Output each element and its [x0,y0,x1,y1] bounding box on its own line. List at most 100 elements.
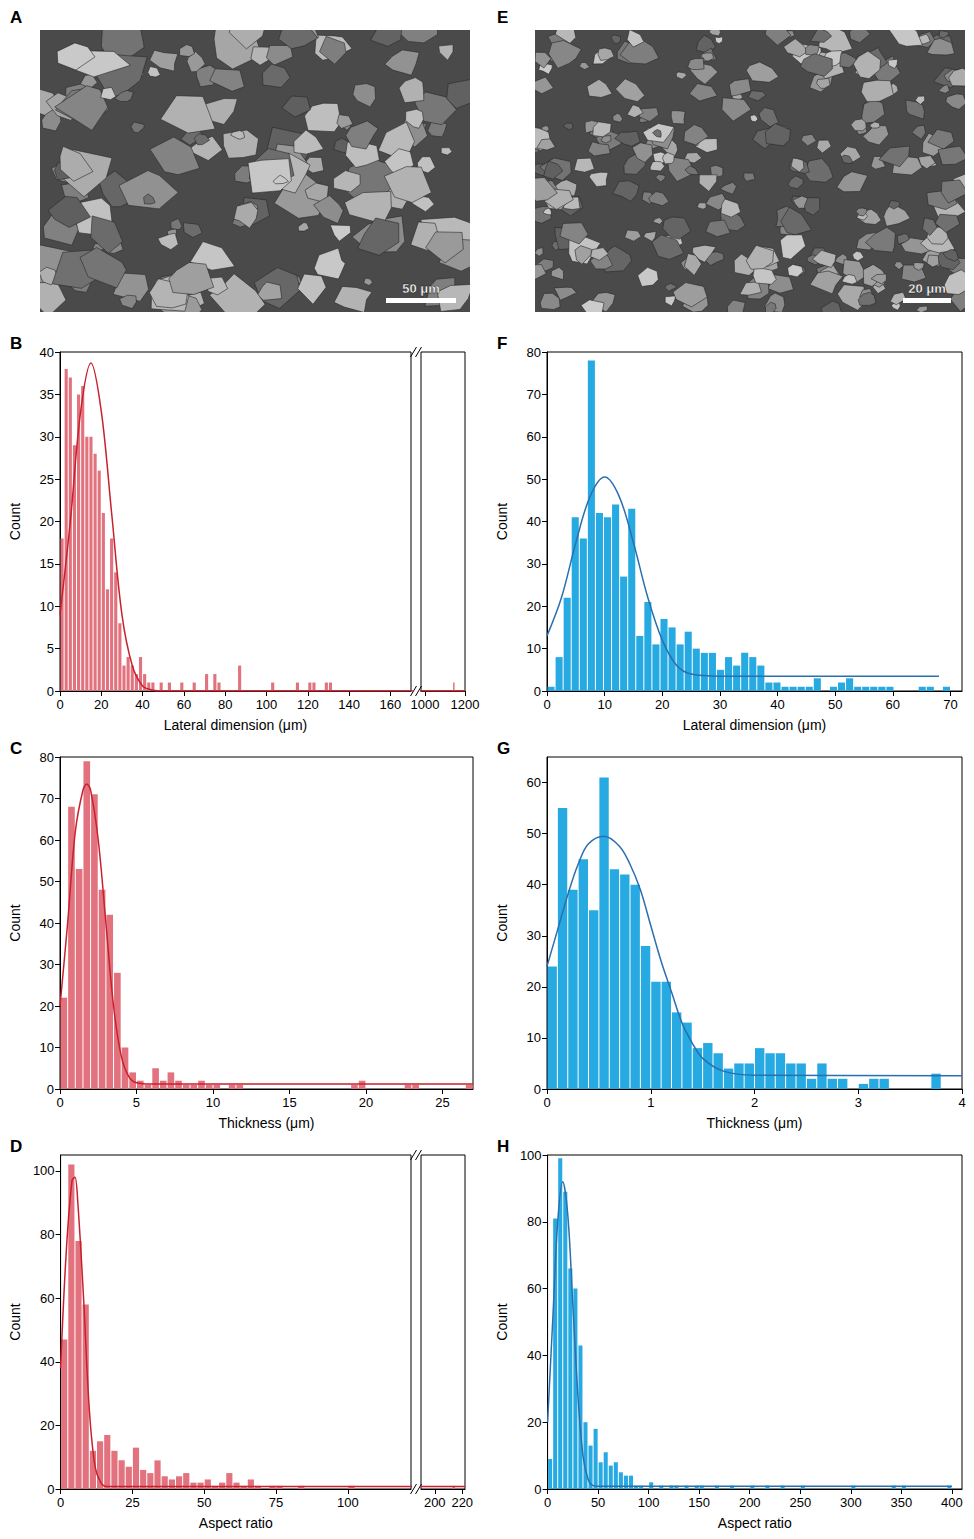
svg-text:0: 0 [543,697,550,712]
svg-text:0: 0 [544,1495,551,1510]
svg-text:1000: 1000 [411,697,440,712]
svg-text:150: 150 [688,1495,710,1510]
svg-text:50: 50 [40,874,54,889]
svg-text:70: 70 [943,697,957,712]
svg-text:Thickness (μm): Thickness (μm) [219,1115,315,1131]
svg-text:100: 100 [638,1495,660,1510]
svg-text:20: 20 [359,1095,373,1110]
svg-text:20: 20 [527,1415,541,1430]
svg-text:100: 100 [337,1495,359,1510]
svg-text:400: 400 [941,1495,963,1510]
svg-text:2: 2 [751,1095,758,1110]
svg-text:40: 40 [527,1348,541,1363]
svg-text:40: 40 [40,1354,54,1369]
svg-text:1: 1 [647,1095,654,1110]
svg-text:0: 0 [56,697,63,712]
svg-text:40: 40 [40,345,54,360]
svg-text:50: 50 [197,1495,211,1510]
svg-text:60: 60 [40,833,54,848]
svg-text:220: 220 [451,1495,473,1510]
svg-text:0: 0 [543,1095,550,1110]
svg-text:100: 100 [520,1148,542,1163]
svg-text:15: 15 [40,556,54,571]
svg-text:60: 60 [40,1291,54,1306]
svg-text:10: 10 [527,1030,541,1045]
svg-text:20 μm: 20 μm [908,281,946,296]
svg-text:50: 50 [828,697,842,712]
svg-text:80: 80 [40,1227,54,1242]
svg-text:350: 350 [891,1495,913,1510]
svg-text:Count: Count [7,904,23,941]
svg-text:60: 60 [886,697,900,712]
svg-text:Count: Count [494,1303,510,1340]
svg-text:200: 200 [739,1495,761,1510]
svg-text:60: 60 [527,775,541,790]
svg-text:35: 35 [40,387,54,402]
svg-text:4: 4 [958,1095,965,1110]
svg-text:Count: Count [494,503,510,540]
svg-text:Lateral dimension (μm): Lateral dimension (μm) [164,717,307,733]
svg-text:Aspect ratio: Aspect ratio [199,1515,273,1531]
svg-text:40: 40 [527,514,541,529]
svg-text:25: 25 [125,1495,139,1510]
svg-text:50: 50 [527,826,541,841]
svg-text:Lateral dimension (μm): Lateral dimension (μm) [683,717,826,733]
svg-text:15: 15 [282,1095,296,1110]
svg-text:40: 40 [40,916,54,931]
svg-text:100: 100 [33,1163,55,1178]
svg-text:30: 30 [40,957,54,972]
svg-text:5: 5 [133,1095,140,1110]
svg-text:20: 20 [527,979,541,994]
svg-text:160: 160 [380,697,402,712]
svg-text:20: 20 [94,697,108,712]
svg-text:20: 20 [655,697,669,712]
svg-text:50: 50 [527,472,541,487]
svg-text:250: 250 [789,1495,811,1510]
svg-text:50 μm: 50 μm [402,281,440,296]
svg-text:Count: Count [7,1303,23,1340]
svg-text:10: 10 [40,1040,54,1055]
svg-text:80: 80 [527,1214,541,1229]
svg-text:60: 60 [527,429,541,444]
svg-text:200: 200 [424,1495,446,1510]
svg-text:20: 20 [527,599,541,614]
svg-text:Count: Count [7,503,23,540]
svg-text:50: 50 [591,1495,605,1510]
svg-text:60: 60 [177,697,191,712]
svg-text:20: 20 [40,999,54,1014]
svg-text:75: 75 [269,1495,283,1510]
svg-text:25: 25 [435,1095,449,1110]
svg-text:300: 300 [840,1495,862,1510]
svg-text:80: 80 [40,750,54,765]
svg-text:Thickness (μm): Thickness (μm) [707,1115,803,1131]
svg-text:20: 20 [40,514,54,529]
svg-text:60: 60 [527,1281,541,1296]
svg-text:1200: 1200 [451,697,480,712]
svg-text:10: 10 [40,599,54,614]
svg-text:100: 100 [256,697,278,712]
svg-text:120: 120 [297,697,319,712]
svg-text:0: 0 [47,684,54,699]
svg-text:40: 40 [135,697,149,712]
svg-text:10: 10 [206,1095,220,1110]
svg-text:20: 20 [40,1418,54,1433]
svg-text:70: 70 [527,387,541,402]
svg-text:0: 0 [534,684,541,699]
svg-text:40: 40 [527,877,541,892]
svg-text:25: 25 [40,472,54,487]
svg-text:0: 0 [56,1095,63,1110]
svg-text:0: 0 [57,1495,64,1510]
svg-text:Aspect ratio: Aspect ratio [718,1515,792,1531]
svg-text:Count: Count [494,904,510,941]
svg-text:10: 10 [597,697,611,712]
svg-text:0: 0 [47,1482,54,1497]
svg-text:80: 80 [527,345,541,360]
svg-text:10: 10 [527,641,541,656]
svg-text:30: 30 [713,697,727,712]
svg-text:30: 30 [40,429,54,444]
svg-text:140: 140 [338,697,360,712]
svg-text:0: 0 [47,1082,54,1097]
svg-text:0: 0 [534,1482,541,1497]
svg-text:30: 30 [527,556,541,571]
svg-text:40: 40 [770,697,784,712]
